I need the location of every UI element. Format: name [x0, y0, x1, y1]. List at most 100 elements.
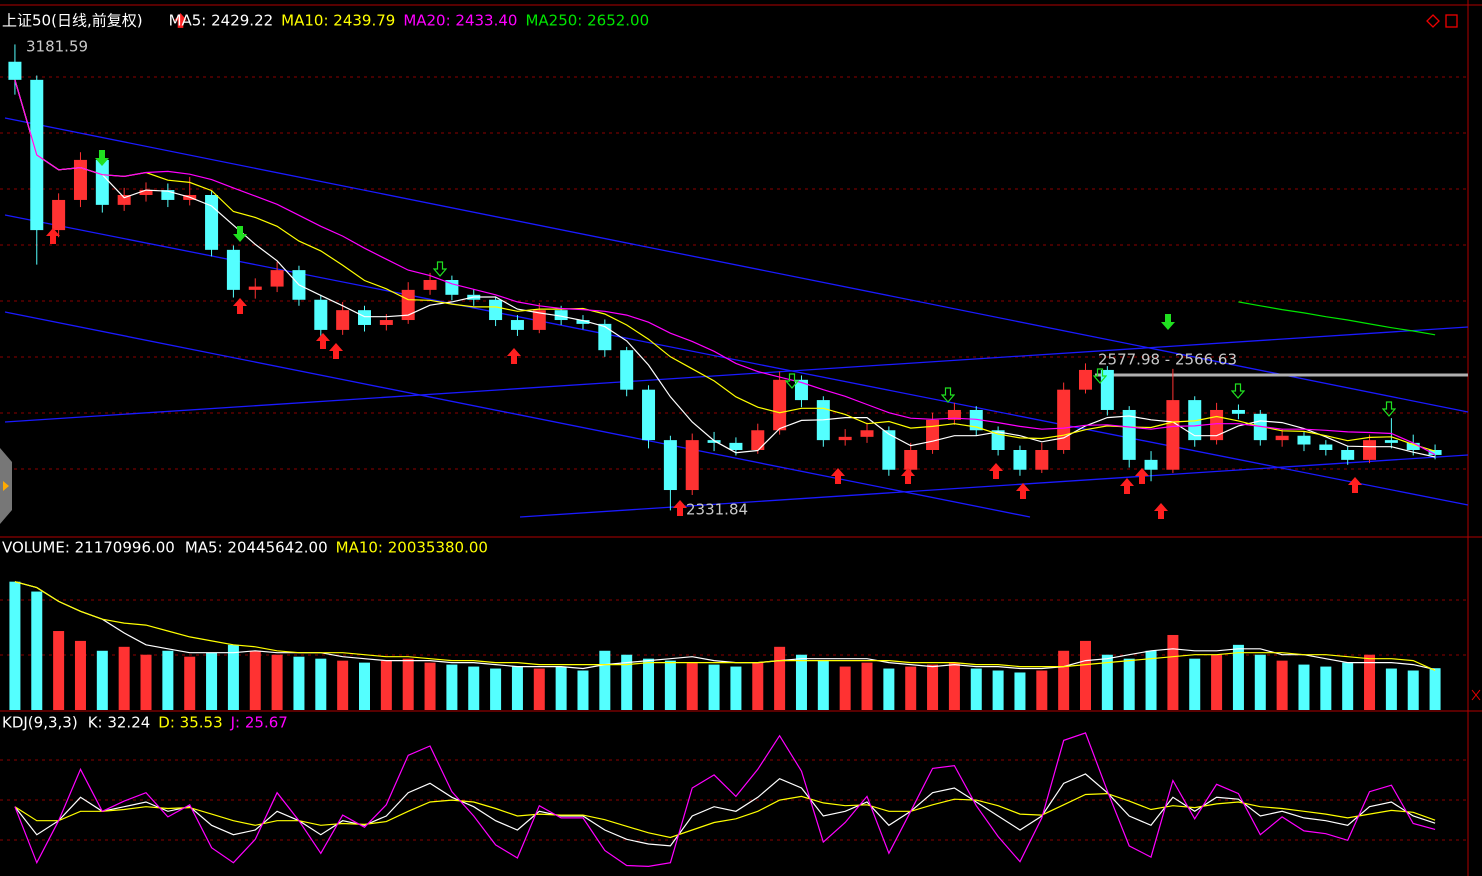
volume-bar	[1211, 654, 1223, 710]
volume-bar	[424, 662, 436, 710]
legend-entry: MA5: 20445642.00	[185, 539, 328, 557]
volume-bar	[686, 662, 698, 710]
volume-bar	[402, 658, 414, 710]
candle-body	[226, 249, 240, 290]
legend-entry: MA250: 2652.00	[525, 12, 649, 30]
candle-body	[161, 190, 175, 200]
candle-body	[1406, 442, 1420, 450]
candle-body	[445, 280, 459, 295]
series-line	[14, 581, 1436, 671]
volume-bar	[1189, 658, 1201, 710]
candle-body	[489, 299, 503, 321]
annotations: 3181.59 2331.84 2577.98 - 2566.63	[26, 38, 1237, 519]
candle-body	[1035, 450, 1049, 470]
volume-bar	[839, 666, 851, 710]
series-line	[14, 79, 1436, 452]
volume-bar	[1058, 650, 1070, 710]
volume-bar	[883, 668, 895, 710]
marks	[8, 44, 1442, 868]
volume-bar	[446, 664, 458, 710]
candle-body	[860, 430, 874, 437]
candle-body	[1384, 440, 1398, 443]
volume-bar	[1145, 650, 1157, 710]
candle-body	[926, 419, 940, 450]
volume-bar	[96, 650, 108, 710]
candle-body	[554, 310, 568, 321]
volume-bar	[643, 658, 655, 710]
candle-body	[8, 61, 22, 80]
candle-body	[773, 379, 787, 431]
volume-bar	[162, 650, 174, 710]
candle-body	[1428, 450, 1442, 455]
trend-lines	[4, 117, 1469, 518]
volume-bar	[31, 591, 43, 710]
volume-bar	[315, 658, 327, 710]
volume-bar	[74, 640, 86, 710]
volume-bar	[118, 646, 130, 710]
candle-body	[969, 409, 983, 431]
volume-bar	[1232, 644, 1244, 710]
legend-entry: MA10: 2439.79	[281, 12, 395, 30]
series-line	[14, 79, 1436, 456]
legend-entry: D: 35.53	[158, 714, 222, 732]
candle-body	[532, 310, 546, 330]
volume-bar	[1320, 666, 1332, 710]
headers: 上证50(日线,前复权) VOLUME: 21170996.00 KDJ(9,3…	[2, 12, 649, 732]
candle-body	[642, 389, 656, 441]
legend-entry: MA10: 20035380.00	[336, 539, 488, 557]
annotation: 2331.84	[686, 501, 748, 519]
volume-bar	[337, 660, 349, 710]
volume-bar	[817, 660, 829, 710]
series-line	[14, 79, 1436, 458]
candle-body	[139, 190, 153, 195]
candle-body	[1319, 444, 1333, 450]
volume-bar	[53, 631, 65, 710]
candle-body	[1341, 450, 1355, 460]
candle-body	[423, 280, 437, 290]
volume-bar	[1342, 662, 1354, 710]
volume-bar	[359, 662, 370, 710]
volume-bar	[140, 654, 152, 710]
candle-body	[205, 195, 219, 250]
candle-body	[663, 440, 677, 491]
series-line	[1238, 301, 1436, 336]
candle-body	[1297, 435, 1311, 445]
candle-body	[379, 320, 393, 325]
chart-title: VOLUME: 21170996.00	[2, 539, 175, 557]
volume-bar	[795, 654, 807, 710]
volume-bar	[1254, 654, 1266, 710]
candle-body	[52, 199, 66, 231]
volume-bar	[752, 662, 764, 710]
volume-bar	[1123, 658, 1135, 710]
volume-bar	[511, 666, 523, 710]
legend-entry: K: 32.24	[88, 714, 151, 732]
volume-bar	[1298, 664, 1310, 710]
volume-bar	[1036, 670, 1048, 710]
volume-bar	[948, 662, 960, 710]
candle-body	[904, 450, 918, 470]
series-line	[14, 773, 1436, 847]
candle-body	[1013, 450, 1027, 470]
candle-body	[794, 379, 808, 401]
signal-arrows	[46, 13, 1396, 519]
volume-bar	[1276, 660, 1288, 710]
volume-bar	[992, 670, 1004, 710]
legend-entry: J: 25.67	[230, 714, 288, 732]
candle-body	[882, 430, 896, 470]
candle-body	[1079, 369, 1092, 390]
volume-bar	[533, 668, 545, 710]
volume-bar	[927, 664, 939, 710]
legend-entry: MA20: 2433.40	[403, 12, 517, 30]
candle-body	[1122, 409, 1136, 460]
candle-body	[358, 310, 371, 325]
volume-bar	[490, 668, 502, 710]
candle-body	[1188, 400, 1202, 441]
volume-bar	[905, 666, 917, 710]
volume-bar	[380, 660, 392, 710]
volume-bar	[227, 644, 239, 710]
volume-bar	[599, 650, 611, 710]
volume-bar	[184, 656, 196, 710]
candle-body	[336, 310, 350, 330]
